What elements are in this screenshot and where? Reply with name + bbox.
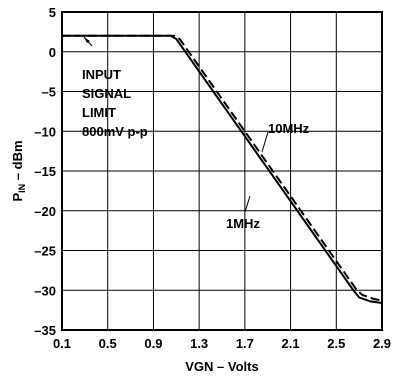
- x-tick-label: 2.1: [282, 336, 300, 351]
- y-tick-label: –25: [34, 244, 56, 259]
- y-axis-label-main: P: [10, 193, 25, 202]
- x-tick-label: 1.7: [236, 336, 254, 351]
- x-tick-labels: 0.1 0.5 0.9 1.3 1.7 2.1 2.5 2.9: [53, 336, 391, 351]
- plot-frame: [61, 11, 383, 331]
- label-1mhz-leader: [244, 195, 251, 213]
- y-tick-label: –5: [42, 85, 56, 100]
- label-1mhz: 1MHz: [226, 216, 260, 231]
- grid: [61, 11, 383, 331]
- y-tick-label: –35: [34, 323, 56, 338]
- x-axis-label: VGN – Volts: [185, 359, 258, 374]
- label-10mhz: 10MHz: [268, 121, 310, 136]
- y-tick-label: 0: [49, 45, 56, 60]
- input-limit-arrow: [84, 37, 90, 43]
- y-tick-label: –20: [34, 204, 56, 219]
- x-tick-label: 2.5: [327, 336, 345, 351]
- input-limit-line-4: 800mV p-p: [82, 124, 148, 139]
- y-axis-label-rest: – dBm: [10, 140, 25, 183]
- label-10mhz-leader: [261, 131, 269, 153]
- x-tick-label: 0.1: [53, 336, 71, 351]
- x-tick-label: 0.5: [99, 336, 117, 351]
- x-tick-label: 2.9: [373, 336, 391, 351]
- y-tick-label: –30: [34, 283, 56, 298]
- y-tick-label: –10: [34, 124, 56, 139]
- y-axis-label: PIN – dBm: [10, 140, 27, 201]
- input-limit-line-3: LIMIT: [82, 105, 116, 120]
- series-line-10mhz: [62, 34, 383, 302]
- input-limit-line-1: INPUT: [82, 67, 121, 82]
- x-tick-label: 0.9: [144, 336, 162, 351]
- y-tick-labels: 5 0 –5 –10 –15 –20 –25 –30 –35: [34, 5, 56, 338]
- y-tick-label: –15: [34, 164, 56, 179]
- series-group: [62, 34, 383, 304]
- y-tick-label: 5: [49, 5, 56, 20]
- input-limit-line-2: SIGNAL: [82, 86, 131, 101]
- y-axis-label-sub: IN: [17, 184, 27, 193]
- x-tick-label: 1.3: [190, 336, 208, 351]
